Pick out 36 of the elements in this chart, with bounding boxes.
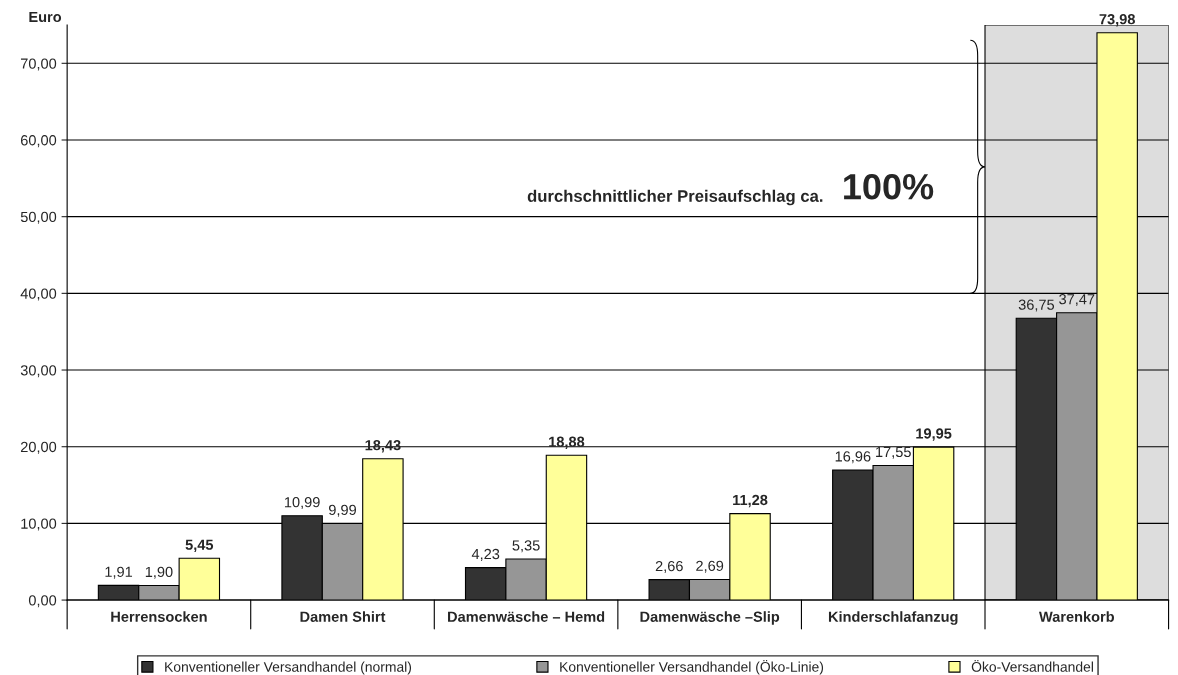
y-tick-label: 40,00 xyxy=(20,288,57,301)
y-axis-title: Euro xyxy=(29,11,62,23)
data-label: 37,47 xyxy=(1059,293,1095,307)
x-tick-label: Herrensocken xyxy=(111,611,207,622)
y-tick-label: 70,00 xyxy=(20,58,57,71)
legend-label: Konventioneller Versandhandel (Öko-Linie) xyxy=(560,660,824,675)
data-label: 19,95 xyxy=(916,428,952,441)
legend-label: Konventioneller Versandhandel (normal) xyxy=(165,661,412,675)
y-tick-label: 50,00 xyxy=(20,211,57,224)
data-label: 4,23 xyxy=(471,548,500,561)
y-tick-label: 60,00 xyxy=(20,135,57,148)
data-label: 9,99 xyxy=(329,504,357,517)
data-label: 10,99 xyxy=(284,497,320,510)
y-tick-label: 20,00 xyxy=(20,441,57,454)
data-label: 16,96 xyxy=(835,451,871,464)
annotation: 100% xyxy=(844,173,934,200)
y-tick-label: 30,00 xyxy=(20,365,57,378)
data-label: 5,45 xyxy=(185,539,214,552)
data-label: 17,55 xyxy=(876,446,911,459)
x-tick-label: Warenkorb xyxy=(1038,611,1115,622)
annotation: durchschnittlicher Preisaufschlag ca. xyxy=(527,189,823,206)
x-tick-label: Damen Shirt xyxy=(300,611,386,622)
data-label: 2,66 xyxy=(655,560,683,573)
data-label: 2,69 xyxy=(696,560,724,573)
y-tick-label: 0,00 xyxy=(28,595,57,608)
data-label: 11,28 xyxy=(733,494,768,508)
x-tick-label: Damenwäsche –Slip xyxy=(640,611,780,625)
x-tick-label: Kinderschlafanzug xyxy=(828,611,958,625)
x-tick-label: Damenwäsche – Hemd xyxy=(448,611,605,622)
legend-label: Öko-Versandhandel xyxy=(971,660,1093,672)
data-label: 36,75 xyxy=(1018,299,1055,312)
data-label: 1,91 xyxy=(105,566,133,579)
y-tick-label: 10,00 xyxy=(21,518,57,531)
data-label: 1,90 xyxy=(145,566,173,579)
data-label: 5,35 xyxy=(512,540,540,553)
data-label: 73,98 xyxy=(1099,14,1135,27)
